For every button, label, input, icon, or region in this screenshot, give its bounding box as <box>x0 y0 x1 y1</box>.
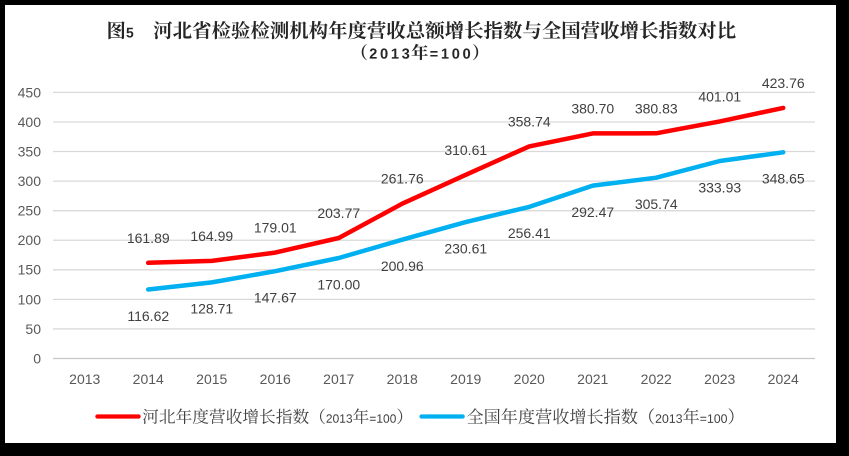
svg-text:450: 450 <box>18 84 42 100</box>
svg-text:300: 300 <box>18 173 42 189</box>
svg-text:161.89: 161.89 <box>127 230 170 246</box>
svg-text:261.76: 261.76 <box>381 171 424 187</box>
svg-text:380.83: 380.83 <box>635 100 678 116</box>
svg-text:179.01: 179.01 <box>254 220 297 236</box>
svg-text:401.01: 401.01 <box>698 88 741 104</box>
svg-text:292.47: 292.47 <box>571 204 614 220</box>
svg-text:200: 200 <box>18 232 42 248</box>
svg-text:2015: 2015 <box>196 371 227 387</box>
svg-text:50: 50 <box>25 321 41 337</box>
svg-text:128.71: 128.71 <box>190 301 233 317</box>
svg-text:2022: 2022 <box>641 371 672 387</box>
svg-text:2021: 2021 <box>577 371 608 387</box>
svg-text:2019: 2019 <box>450 371 481 387</box>
svg-text:423.76: 423.76 <box>762 75 805 91</box>
svg-text:116.62: 116.62 <box>127 308 169 324</box>
svg-text:147.67: 147.67 <box>254 290 297 306</box>
svg-text:2018: 2018 <box>387 371 418 387</box>
svg-text:0: 0 <box>33 350 41 366</box>
svg-text:2020: 2020 <box>514 371 545 387</box>
svg-text:333.93: 333.93 <box>698 179 741 195</box>
svg-text:170.00: 170.00 <box>317 276 360 292</box>
svg-text:200.96: 200.96 <box>381 258 424 274</box>
svg-text:358.74: 358.74 <box>508 113 551 129</box>
svg-text:100: 100 <box>18 291 42 307</box>
svg-text:2016: 2016 <box>260 371 291 387</box>
svg-text:380.70: 380.70 <box>571 100 614 116</box>
svg-text:164.99: 164.99 <box>190 228 233 244</box>
svg-text:250: 250 <box>18 203 42 219</box>
svg-text:2013: 2013 <box>69 371 100 387</box>
svg-text:150: 150 <box>18 262 42 278</box>
svg-text:310.61: 310.61 <box>444 142 487 158</box>
svg-text:2023: 2023 <box>704 371 735 387</box>
svg-text:230.61: 230.61 <box>444 241 487 257</box>
svg-text:256.41: 256.41 <box>508 225 551 241</box>
svg-text:350: 350 <box>18 143 42 159</box>
svg-text:305.74: 305.74 <box>635 196 678 212</box>
svg-text:2024: 2024 <box>768 371 799 387</box>
svg-text:2017: 2017 <box>323 371 354 387</box>
svg-text:2014: 2014 <box>133 371 164 387</box>
svg-text:203.77: 203.77 <box>317 205 360 221</box>
svg-text:400: 400 <box>18 114 42 130</box>
svg-text:348.65: 348.65 <box>762 171 805 187</box>
